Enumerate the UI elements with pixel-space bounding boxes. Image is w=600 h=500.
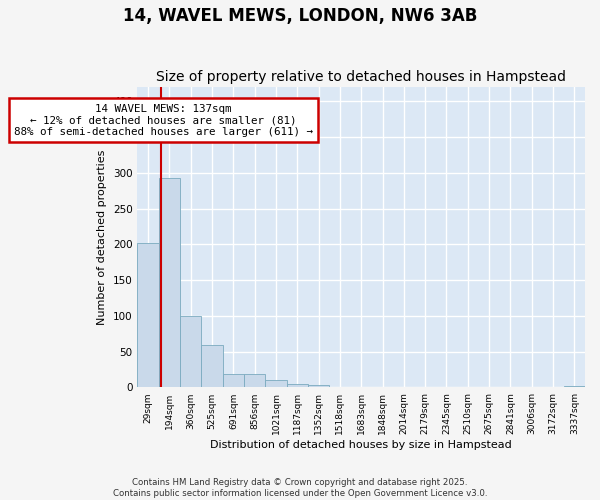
- Bar: [137, 243, 159, 388]
- Bar: [308, 384, 329, 388]
- Bar: [287, 384, 308, 388]
- Bar: [180, 316, 202, 388]
- X-axis label: Distribution of detached houses by size in Hampstead: Distribution of detached houses by size …: [211, 440, 512, 450]
- Bar: [202, 344, 223, 388]
- Bar: [223, 374, 244, 388]
- Title: Size of property relative to detached houses in Hampstead: Size of property relative to detached ho…: [156, 70, 566, 85]
- Bar: [563, 386, 585, 388]
- Y-axis label: Number of detached properties: Number of detached properties: [97, 150, 107, 325]
- Text: 14, WAVEL MEWS, LONDON, NW6 3AB: 14, WAVEL MEWS, LONDON, NW6 3AB: [123, 8, 477, 26]
- Text: Contains HM Land Registry data © Crown copyright and database right 2025.
Contai: Contains HM Land Registry data © Crown c…: [113, 478, 487, 498]
- Bar: [159, 178, 180, 388]
- Bar: [329, 386, 350, 388]
- Bar: [244, 374, 265, 388]
- Bar: [436, 386, 457, 388]
- Text: 14 WAVEL MEWS: 137sqm
← 12% of detached houses are smaller (81)
88% of semi-deta: 14 WAVEL MEWS: 137sqm ← 12% of detached …: [14, 104, 313, 136]
- Bar: [265, 380, 287, 388]
- Bar: [350, 386, 372, 388]
